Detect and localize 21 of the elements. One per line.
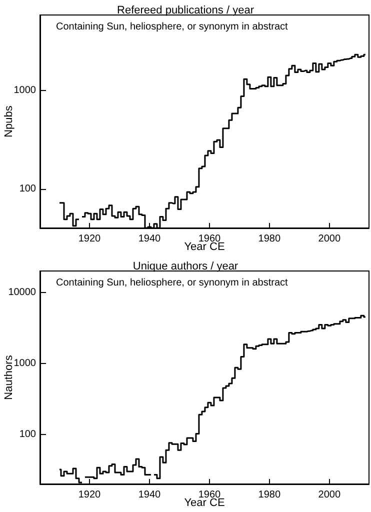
x-tick-label: 1940 <box>138 234 162 244</box>
x-tick-label: 1920 <box>78 234 102 244</box>
x-axis-title: Year CE <box>184 241 225 253</box>
y-tick-label: 10000 <box>8 286 36 298</box>
chart-title: Unique authors / year <box>132 260 238 272</box>
y-axis-title: Nauthors <box>3 354 15 400</box>
annotation: Containing Sun, heliosphere, or synonym in abstract <box>56 22 288 32</box>
x-axis-title: Year CE <box>184 497 225 509</box>
x-tick-label: 2000 <box>318 490 341 500</box>
y-tick-label: 100 <box>19 428 36 440</box>
annotation: Containing Sun, heliosphere, or synonym in abstract <box>56 278 288 288</box>
y-tick-label: 100 <box>19 183 36 194</box>
x-tick-label: 2000 <box>318 234 341 244</box>
x-tick-label: 1980 <box>258 234 281 244</box>
x-tick-label: 1920 <box>78 490 102 500</box>
x-tick-label: 1980 <box>258 490 281 500</box>
y-tick-label: 1000 <box>14 85 36 96</box>
y-tick-label: 1000 <box>14 358 36 369</box>
x-tick-label: 1940 <box>138 490 162 500</box>
y-axis-title: Npubs <box>3 105 15 138</box>
chart-title: Refereed publications / year <box>117 4 254 16</box>
